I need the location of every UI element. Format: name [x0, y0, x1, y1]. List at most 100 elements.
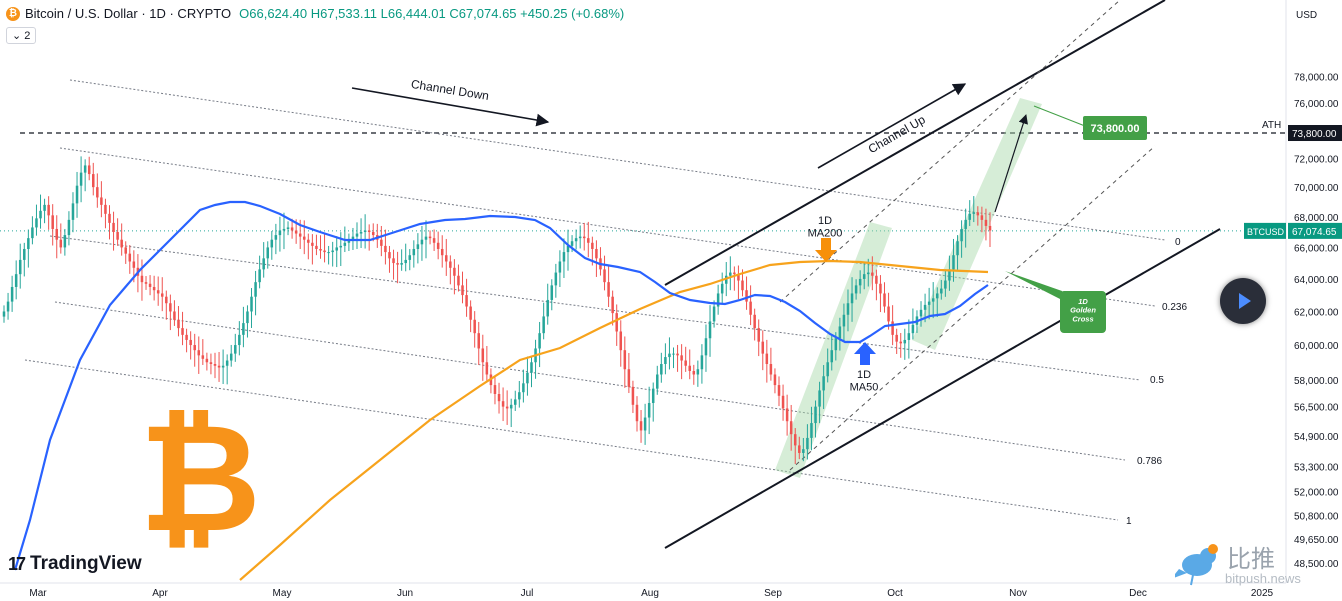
- candle-body: [104, 204, 107, 214]
- candle: [209, 353, 213, 375]
- candle: [587, 221, 590, 258]
- candle: [144, 276, 148, 290]
- candle-body: [639, 421, 643, 431]
- candle: [668, 337, 671, 370]
- candle-body: [83, 165, 87, 173]
- candle: [830, 333, 834, 371]
- ma200-arrow-icon: [815, 238, 837, 262]
- candle-body: [720, 283, 724, 294]
- play-button[interactable]: [1220, 278, 1266, 324]
- candle-body: [530, 362, 533, 373]
- candle: [274, 223, 278, 255]
- candle: [899, 332, 902, 358]
- candle: [854, 279, 858, 300]
- candle-body: [948, 269, 951, 281]
- candle: [611, 290, 614, 326]
- candle-body: [676, 353, 679, 356]
- candle-body: [818, 390, 821, 407]
- candle: [156, 276, 160, 306]
- candle: [826, 348, 829, 383]
- candle: [972, 196, 976, 223]
- bird-logo-icon: [1175, 544, 1218, 586]
- candle: [331, 241, 334, 267]
- candle-body: [327, 252, 330, 254]
- candle: [461, 271, 464, 304]
- candle: [802, 437, 805, 462]
- candle-body: [765, 353, 769, 365]
- candle: [530, 356, 533, 388]
- candle-body: [35, 218, 38, 228]
- candle-body: [75, 185, 79, 204]
- y-tick-label-9: 58,000.00: [1294, 376, 1339, 387]
- bitcoin-logo-icon: ₿: [139, 392, 261, 566]
- candle: [911, 308, 915, 340]
- candle: [505, 390, 509, 425]
- candle-body: [651, 388, 655, 403]
- candle: [887, 292, 890, 330]
- candle: [526, 356, 529, 396]
- symbol-header[interactable]: ₿ Bitcoin / U.S. Dollar · 1D · CRYPTO O6…: [6, 6, 624, 21]
- candle: [842, 303, 846, 341]
- candle: [173, 300, 176, 326]
- candle-body: [522, 383, 525, 393]
- candle-body: [542, 316, 545, 334]
- candle: [254, 270, 257, 316]
- candle: [850, 277, 854, 322]
- candle: [6, 292, 10, 320]
- candle: [607, 265, 610, 307]
- candle: [733, 266, 736, 291]
- candle-body: [980, 215, 984, 220]
- candle-body: [371, 232, 375, 236]
- candle-body: [749, 301, 752, 315]
- candle: [935, 287, 939, 317]
- candle-body: [493, 385, 497, 395]
- candle-body: [416, 244, 420, 249]
- candle: [952, 238, 955, 282]
- candle-body: [879, 283, 882, 294]
- candle-body: [347, 239, 351, 243]
- candle-body: [700, 355, 704, 370]
- candle: [355, 222, 359, 249]
- candle: [814, 400, 817, 438]
- candle: [278, 216, 282, 252]
- candle: [39, 194, 42, 229]
- candle-body: [43, 204, 46, 211]
- ath-price-tag-text: 73,800.00: [1292, 129, 1337, 140]
- fib-line-0: [69, 79, 1166, 241]
- candle-body: [745, 290, 748, 302]
- y-tick-label-7: 62,000.00: [1294, 307, 1339, 318]
- candle-body: [10, 286, 14, 302]
- candle-body: [680, 355, 683, 361]
- candle: [238, 321, 241, 356]
- y-tick-label-13: 52,000.00: [1294, 488, 1339, 499]
- candle-body: [635, 404, 639, 422]
- candle-body: [960, 228, 963, 242]
- fib-line-3: [54, 301, 1126, 461]
- candle-body: [591, 242, 594, 249]
- candle-body: [891, 321, 894, 335]
- indicator-toggle-button[interactable]: ⌄ 2: [6, 27, 37, 44]
- watermark-url-text: bitpush.news: [1225, 571, 1301, 586]
- ma200-line: [239, 259, 989, 581]
- candle-body: [944, 280, 947, 289]
- fib-level-label-3: 0.786: [1137, 456, 1162, 467]
- candle-body: [607, 282, 610, 297]
- open-value: O66,624.40: [239, 6, 308, 21]
- candle: [846, 289, 850, 332]
- candle: [75, 171, 79, 218]
- candle-body: [688, 365, 691, 371]
- candle-body: [298, 233, 302, 237]
- candle-body: [31, 227, 34, 239]
- play-icon: [1239, 293, 1251, 309]
- candle-body: [71, 203, 75, 220]
- x-tick-label-5: Aug: [641, 588, 659, 599]
- fib-line-1: [59, 147, 1156, 307]
- candle-body: [160, 293, 164, 297]
- candle-body: [453, 267, 456, 276]
- ma50-arrow-icon: [854, 342, 876, 365]
- candle-body: [798, 445, 801, 453]
- candle: [968, 200, 971, 227]
- candle-body: [867, 272, 870, 275]
- x-tick-label-7: Oct: [887, 588, 903, 599]
